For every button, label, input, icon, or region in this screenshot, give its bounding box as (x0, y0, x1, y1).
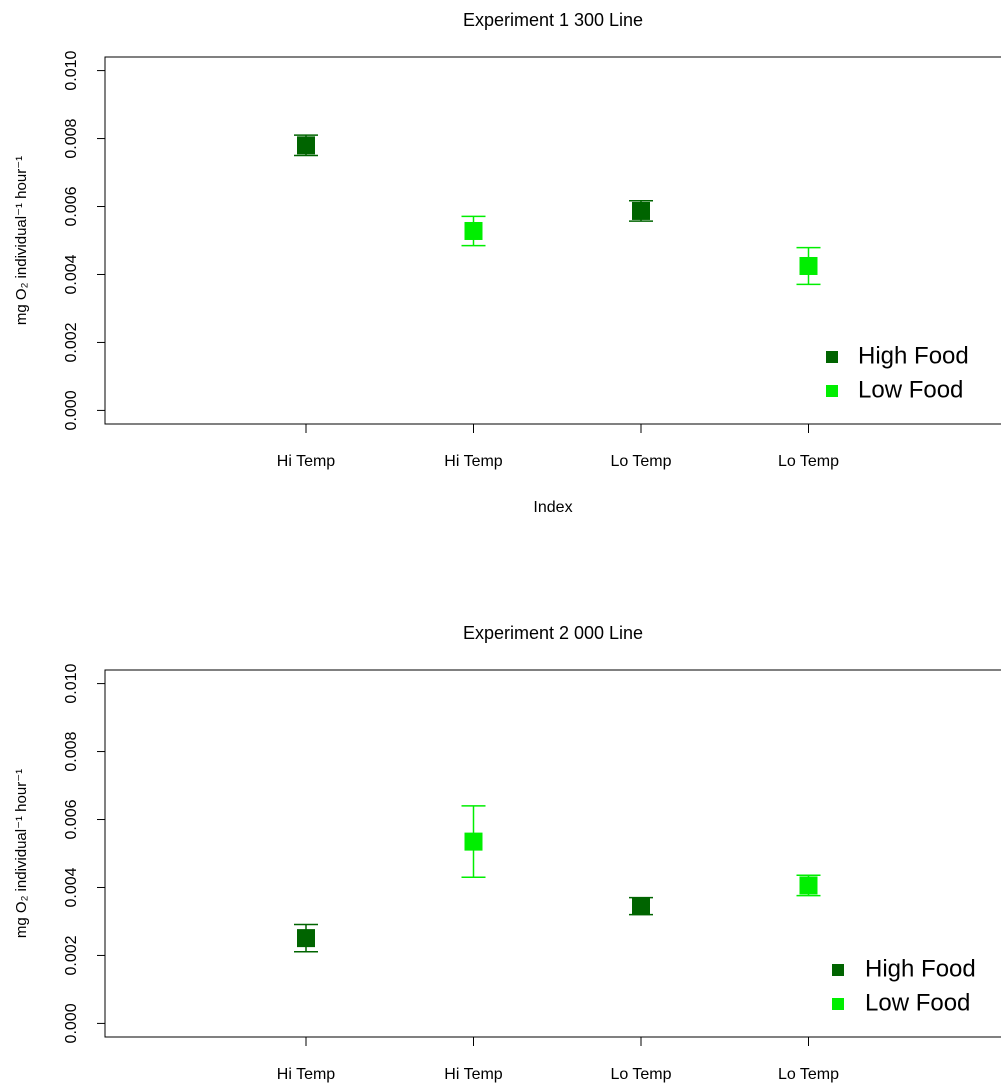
point (464, 221, 483, 240)
legend-swatch (832, 964, 844, 976)
x-tick-label: Lo Temp (778, 1066, 839, 1083)
legend-swatch (832, 998, 844, 1010)
point (799, 876, 818, 895)
legend-label: Low Food (858, 376, 963, 403)
y-axis-title: mg O₂ individual⁻¹ hour⁻¹ (13, 769, 30, 938)
y-tick-label: 0.002 (63, 935, 80, 975)
x-axis-title: Index (533, 499, 572, 516)
legend-label: High Food (865, 955, 976, 982)
y-tick-label: 0.004 (63, 254, 80, 294)
chart-title: Experiment 1 300 Line (463, 10, 643, 30)
y-tick-label: 0.010 (63, 50, 80, 90)
y-tick-label: 0.004 (63, 867, 80, 907)
plot-frame (104, 669, 1001, 1038)
y-axis-title: mg O₂ individual⁻¹ hour⁻¹ (13, 156, 30, 325)
y-tick-label: 0.000 (63, 1003, 80, 1043)
x-tick-label: Hi Temp (444, 1066, 502, 1083)
point (464, 832, 483, 851)
y-tick-label: 0.006 (63, 799, 80, 839)
x-tick-label: Lo Temp (778, 453, 839, 470)
point (297, 929, 315, 948)
legend-swatch (826, 351, 838, 363)
point (799, 256, 818, 275)
x-tick-label: Hi Temp (277, 453, 335, 470)
legend-swatch (826, 385, 838, 397)
y-tick-label: 0.006 (63, 186, 80, 226)
point (632, 897, 650, 916)
y-tick-label: 0.008 (63, 118, 80, 158)
y-tick-label: 0.008 (63, 731, 80, 771)
plot-frame (104, 56, 1001, 425)
legend-label: High Food (858, 342, 969, 369)
y-tick-label: 0.010 (63, 663, 80, 703)
x-tick-label: Lo Temp (610, 1066, 671, 1083)
y-tick-label: 0.000 (63, 390, 80, 430)
x-tick-label: Hi Temp (277, 1066, 335, 1083)
point (297, 136, 315, 155)
legend-label: Low Food (865, 989, 970, 1016)
y-tick-label: 0.002 (63, 322, 80, 362)
chart-title: Experiment 2 000 Line (463, 623, 643, 643)
x-tick-label: Lo Temp (610, 453, 671, 470)
x-tick-label: Hi Temp (444, 453, 502, 470)
point (632, 201, 650, 220)
